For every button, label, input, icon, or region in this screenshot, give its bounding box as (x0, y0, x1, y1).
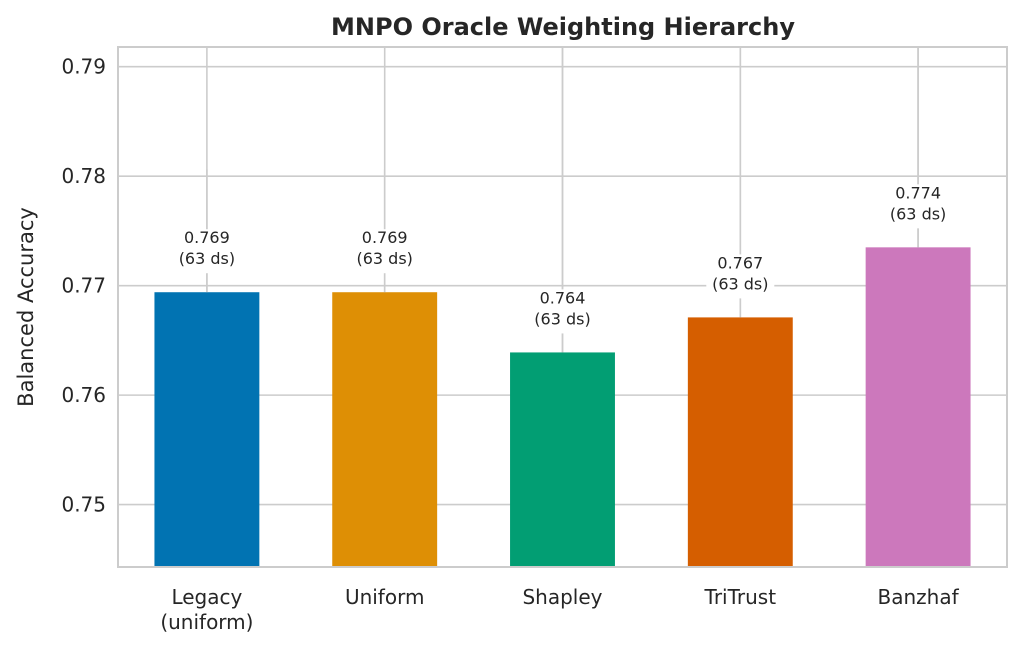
data-label: 0.769 (184, 228, 230, 247)
data-label: 0.767 (717, 253, 763, 272)
tick-labels: 0.75 0.76 0.77 0.78 0.79 Legacy(uniform) Unifo… (61, 55, 959, 634)
data-label: 0.774 (895, 183, 941, 202)
data-label: 0.769 (362, 228, 408, 247)
chart-title: MNPO Oracle Weighting Hierarchy (331, 13, 795, 41)
data-label-background (884, 184, 953, 229)
data-label: 0.764 (540, 288, 586, 307)
bar (687, 317, 793, 567)
y-tick-label: 0.77 (61, 274, 106, 298)
data-label-background (172, 229, 241, 274)
y-tick-label: 0.76 (61, 383, 106, 407)
x-tick-label: Legacy (171, 585, 242, 609)
x-tick-label: TriTrust (704, 585, 777, 609)
data-label: (63 ds) (179, 249, 235, 268)
x-tick-label: Banzhaf (878, 585, 960, 609)
y-tick-label: 0.75 (61, 493, 106, 517)
bars (154, 47, 971, 567)
bar (865, 247, 971, 567)
data-label: (63 ds) (712, 274, 768, 293)
x-tick-label: (uniform) (160, 610, 253, 634)
x-tick-label: Shapley (522, 585, 602, 609)
data-label-background (350, 229, 419, 274)
data-label: (63 ds) (356, 249, 412, 268)
bar (154, 292, 260, 567)
plot-frame (117, 46, 1008, 568)
data-labels: 0.769 (63 ds) 0.769 (63 ds) 0.764 (63 ds) 0.76… (172, 183, 953, 334)
y-axis-label: Balanced Accuracy (14, 207, 38, 407)
data-label-background (528, 289, 597, 334)
bar (510, 352, 615, 567)
x-tick-label: Uniform (345, 585, 425, 609)
y-tick-label: 0.79 (61, 55, 106, 79)
y-tick-label: 0.78 (61, 164, 106, 188)
data-label-background (706, 254, 775, 299)
data-label: (63 ds) (534, 309, 590, 328)
data-label: (63 ds) (890, 204, 946, 223)
bar (332, 292, 438, 567)
